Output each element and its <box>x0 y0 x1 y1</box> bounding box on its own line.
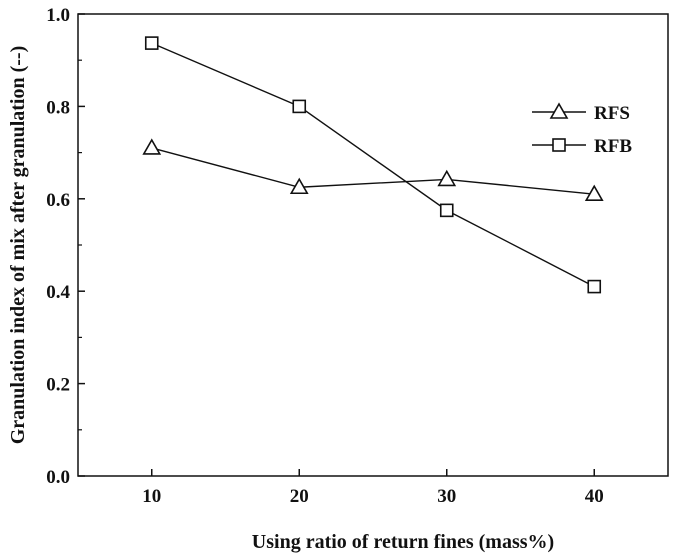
data-point-rfs <box>289 177 309 195</box>
series-rfb <box>144 36 602 294</box>
y-tick-label: 0.0 <box>46 467 70 488</box>
legend-item-rfb: RFB <box>532 136 632 157</box>
y-tick-label: 0.8 <box>46 97 70 118</box>
legend-label-rfs: RFS <box>594 103 630 124</box>
series-layer <box>142 36 604 294</box>
data-point-rfs <box>437 169 457 187</box>
y-tick-label: 0.2 <box>46 375 70 396</box>
y-axis-ticks: 0.0 0.2 0.4 0.6 0.8 1.0 <box>46 5 85 488</box>
y-axis-label: Granulation index of mix after granulati… <box>7 46 29 445</box>
legend-label-rfb: RFB <box>594 136 632 157</box>
data-point-rfb <box>439 203 454 218</box>
legend-marker-rfb <box>552 138 566 152</box>
legend-marker-rfs <box>549 102 569 119</box>
data-point-rfb <box>587 279 602 294</box>
data-point-rfb <box>144 36 159 50</box>
legend-item-rfs: RFS <box>532 102 630 124</box>
series-rfs <box>142 138 604 201</box>
x-tick-label: 10 <box>142 486 161 507</box>
x-axis-ticks: 10 20 30 40 <box>142 469 604 507</box>
x-axis-label: Using ratio of return fines (mass%) <box>252 531 554 553</box>
x-tick-label: 40 <box>585 486 604 507</box>
y-tick-label: 0.4 <box>46 282 70 303</box>
data-point-rfs <box>142 138 162 155</box>
x-tick-label: 20 <box>290 486 309 507</box>
data-point-rfs <box>584 184 604 201</box>
legend: RFS RFB <box>532 102 632 157</box>
series-line-rfs <box>151 147 595 195</box>
data-point-rfb <box>292 99 307 114</box>
y-tick-label: 1.0 <box>46 5 70 26</box>
series-line-rfb <box>151 42 595 288</box>
x-tick-label: 30 <box>437 486 456 507</box>
y-tick-label: 0.6 <box>46 190 70 211</box>
plot-frame <box>77 13 669 477</box>
